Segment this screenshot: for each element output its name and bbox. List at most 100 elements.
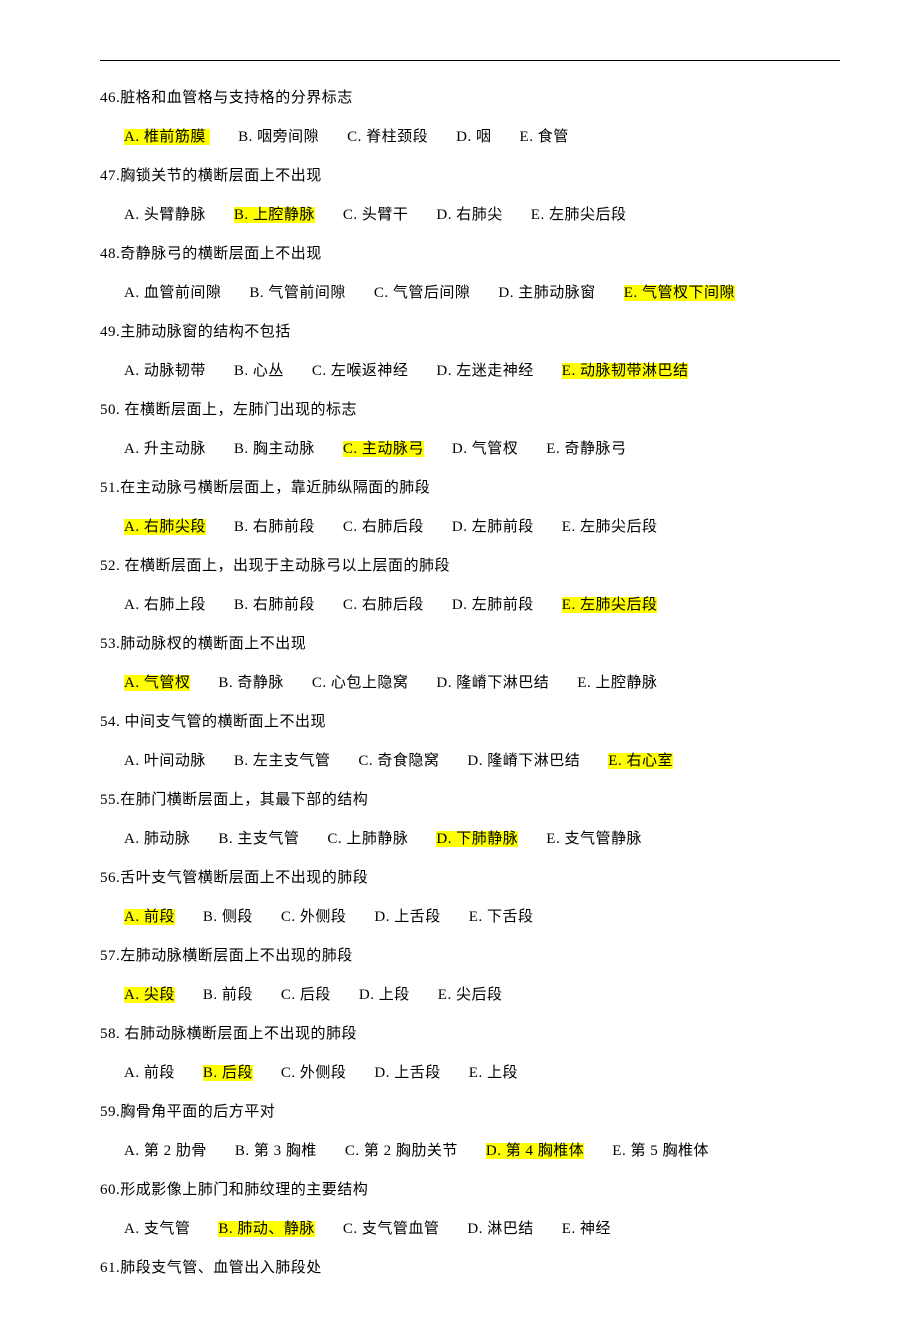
- option-text: 上腔静脉: [595, 675, 657, 691]
- option-text: 上段: [487, 1065, 518, 1081]
- option: C. 右肺后段: [343, 597, 424, 613]
- option-key: A.: [124, 1143, 140, 1159]
- option-key: A.: [124, 285, 140, 301]
- option: D. 第 4 胸椎体: [486, 1143, 584, 1159]
- option-key: A.: [124, 363, 140, 379]
- question-options: A. 头臂静脉B. 上腔静脉C. 头臂干D. 右肺尖E. 左肺尖后段: [100, 196, 840, 235]
- option-text: 胸主动脉: [253, 441, 315, 457]
- option: B. 奇静脉: [218, 675, 284, 691]
- option-key: B.: [203, 909, 218, 925]
- option: D. 下肺静脉: [436, 831, 518, 847]
- option-text: 上舌段: [394, 1065, 441, 1081]
- option-key: A.: [124, 987, 140, 1003]
- option-text: 外侧段: [300, 909, 347, 925]
- highlighted-option: B. 上腔静脉: [234, 207, 315, 223]
- question-options: A. 肺动脉B. 主支气管C. 上肺静脉D. 下肺静脉E. 支气管静脉: [100, 820, 840, 859]
- option: B. 后段: [203, 1065, 253, 1081]
- option-text: 尖段: [144, 987, 175, 1003]
- option-key: E.: [608, 753, 622, 769]
- question-text: 在横断层面上，出现于主动脉弓以上层面的肺段: [120, 558, 450, 574]
- option-text: 气管杈下间隙: [642, 285, 735, 301]
- question-stem: 56.舌叶支气管横断层面上不出现的肺段: [100, 859, 840, 898]
- option-text: 外侧段: [300, 1065, 347, 1081]
- highlighted-option: B. 后段: [203, 1065, 253, 1081]
- option: A. 椎前筋膜: [124, 129, 210, 145]
- question-stem: 54. 中间支气管的横断面上不出现: [100, 703, 840, 742]
- option-text: 动脉韧带: [144, 363, 206, 379]
- option: A. 尖段: [124, 987, 175, 1003]
- option-text: 支气管静脉: [564, 831, 642, 847]
- option-text: 食管: [538, 129, 569, 145]
- option-text: 肺动脉: [144, 831, 191, 847]
- option-key: B.: [234, 753, 249, 769]
- option-text: 右心室: [626, 753, 673, 769]
- option: E. 右心室: [608, 753, 673, 769]
- option-text: 心丛: [253, 363, 284, 379]
- highlighted-option: A. 椎前筋膜: [124, 129, 210, 145]
- option-key: E.: [546, 441, 560, 457]
- question-stem: 53.肺动脉杈的横断面上不出现: [100, 625, 840, 664]
- question-number: 49.: [100, 324, 120, 340]
- question-options: A. 尖段B. 前段C. 后段D. 上段E. 尖后段: [100, 976, 840, 1015]
- question-text: 左肺动脉横断层面上不出现的肺段: [120, 948, 353, 964]
- option-key: E.: [469, 1065, 483, 1081]
- option-text: 主支气管: [237, 831, 299, 847]
- option: B. 心丛: [234, 363, 284, 379]
- option-text: 左迷走神经: [456, 363, 534, 379]
- option-key: C.: [327, 831, 342, 847]
- option-text: 左肺前段: [472, 597, 534, 613]
- question-stem: 52. 在横断层面上，出现于主动脉弓以上层面的肺段: [100, 547, 840, 586]
- questions-list: 46.脏格和血管格与支持格的分界标志A. 椎前筋膜 B. 咽旁间隙C. 脊柱颈段…: [100, 79, 840, 1288]
- option-text: 气管后间隙: [393, 285, 471, 301]
- option-key: D.: [436, 207, 452, 223]
- option: C. 外侧段: [281, 909, 347, 925]
- option-text: 右肺后段: [362, 519, 424, 535]
- option-text: 下肺静脉: [456, 831, 518, 847]
- question-number: 51.: [100, 480, 120, 496]
- option-text: 奇静脉弓: [564, 441, 626, 457]
- question-stem: 55.在肺门横断层面上，其最下部的结构: [100, 781, 840, 820]
- option-text: 前段: [144, 909, 175, 925]
- option-text: 血管前间隙: [144, 285, 222, 301]
- option-key: E.: [562, 597, 576, 613]
- option-key: D.: [374, 909, 390, 925]
- option-key: D.: [498, 285, 514, 301]
- option: E. 第 5 胸椎体: [612, 1143, 709, 1159]
- question-number: 47.: [100, 168, 120, 184]
- option-key: B.: [218, 831, 233, 847]
- question-text: 胸锁关节的横断层面上不出现: [120, 168, 322, 184]
- option: E. 左肺尖后段: [562, 597, 658, 613]
- option-key: D.: [452, 597, 468, 613]
- option-key: A.: [124, 1221, 140, 1237]
- question-text: 在横断层面上，左肺门出现的标志: [120, 402, 357, 418]
- option: E. 动脉韧带淋巴结: [562, 363, 689, 379]
- option: B. 右肺前段: [234, 597, 315, 613]
- option-text: 奇食隐窝: [377, 753, 439, 769]
- option-text: 左肺尖后段: [549, 207, 627, 223]
- question-number: 48.: [100, 246, 120, 262]
- option-text: 头臂干: [362, 207, 409, 223]
- option-key: A.: [124, 597, 140, 613]
- option-key: B.: [203, 987, 218, 1003]
- question-options: A. 前段B. 侧段C. 外侧段D. 上舌段E. 下舌段: [100, 898, 840, 937]
- question-number: 50.: [100, 402, 120, 418]
- question-options: A. 椎前筋膜 B. 咽旁间隙C. 脊柱颈段D. 咽E. 食管: [100, 118, 840, 157]
- option-key: D.: [436, 675, 452, 691]
- option: C. 气管后间隙: [374, 285, 471, 301]
- option: D. 上舌段: [374, 1065, 440, 1081]
- option-key: B.: [218, 675, 233, 691]
- option-text: 主肺动脉窗: [518, 285, 596, 301]
- highlighted-option: E. 右心室: [608, 753, 673, 769]
- option-text: 头臂静脉: [144, 207, 206, 223]
- top-horizontal-rule: [100, 60, 840, 61]
- option: C. 奇食隐窝: [358, 753, 439, 769]
- option-text: 肺动、静脉: [237, 1221, 315, 1237]
- option-text: 左肺尖后段: [580, 519, 658, 535]
- option: B. 胸主动脉: [234, 441, 315, 457]
- option-text: 咽旁间隙: [257, 129, 319, 145]
- option: A. 前段: [124, 909, 175, 925]
- option-key: C.: [343, 207, 358, 223]
- option-key: C.: [312, 363, 327, 379]
- question-stem: 58. 右肺动脉横断层面上不出现的肺段: [100, 1015, 840, 1054]
- question-number: 52.: [100, 558, 120, 574]
